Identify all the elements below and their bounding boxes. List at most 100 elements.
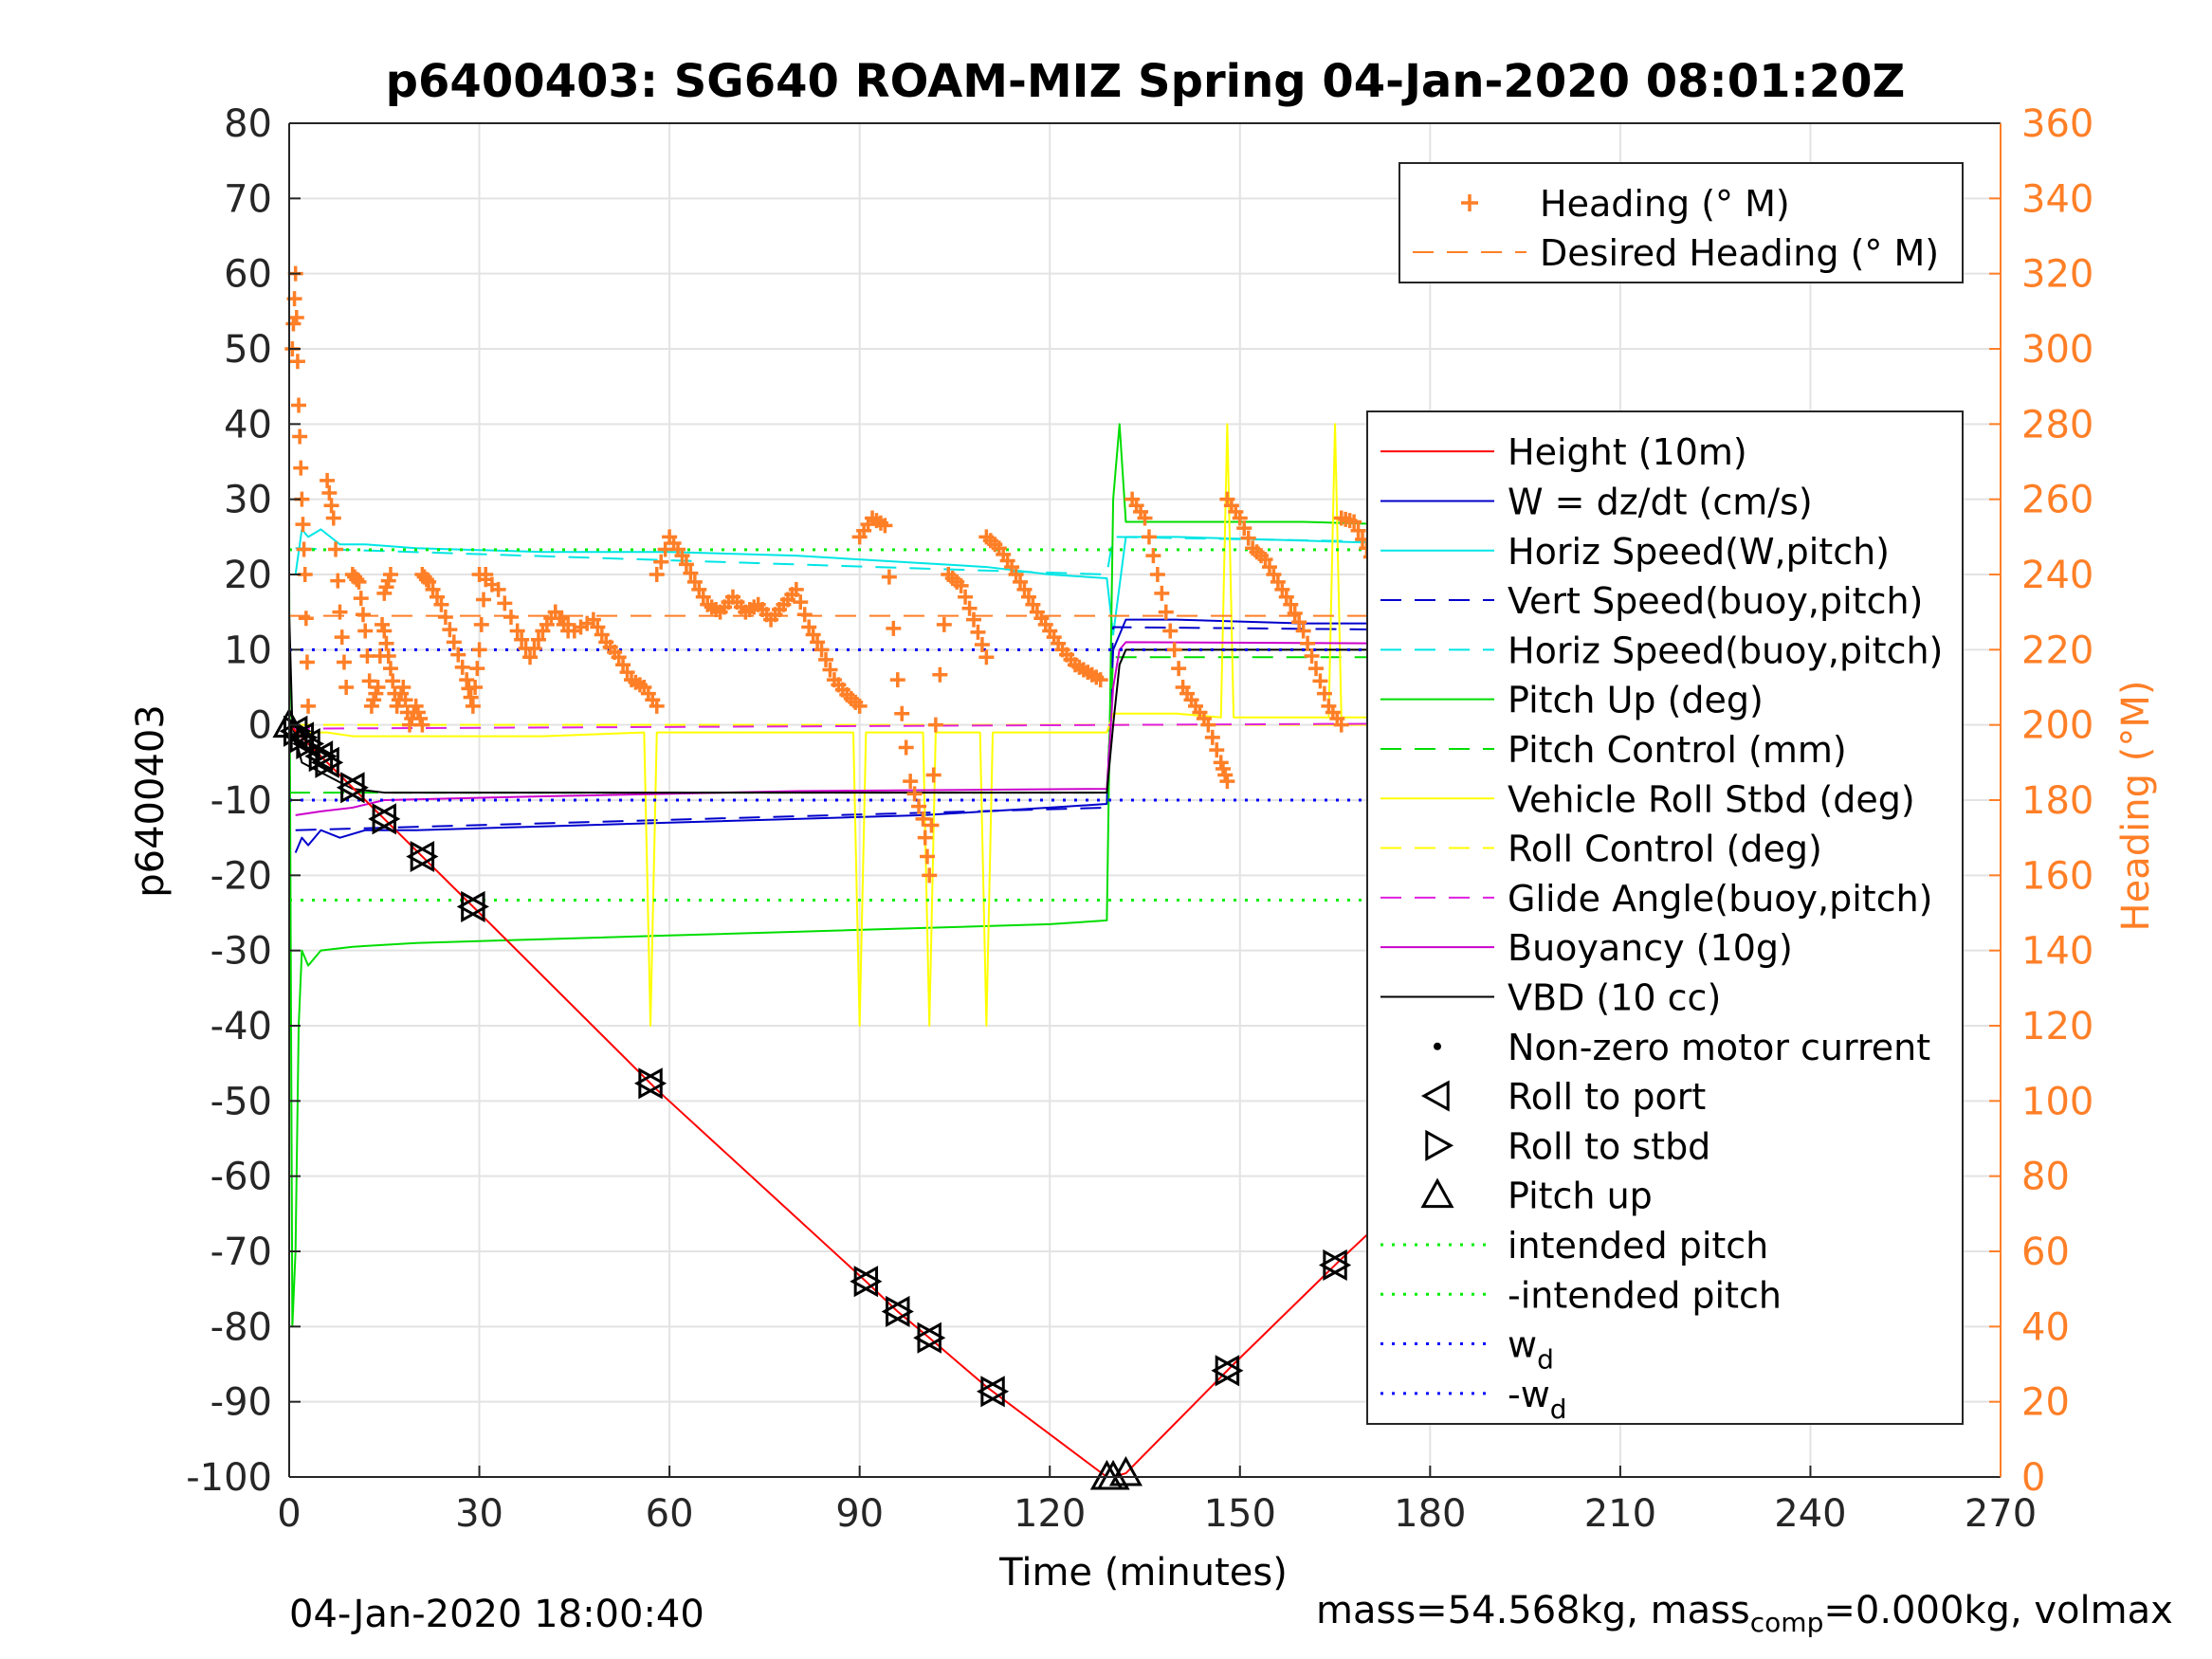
pitch-up-marker — [1108, 1455, 1143, 1486]
heading-point — [497, 595, 513, 611]
roll-stbd-marker — [980, 1376, 1010, 1408]
heading-point — [418, 572, 434, 588]
legend-label: Roll to stbd — [1508, 1125, 1710, 1167]
heading-point — [414, 717, 430, 733]
legend-label-text: Roll to stbd — [1508, 1125, 1710, 1167]
roll-stbd-marker — [886, 1295, 914, 1328]
y-right-tick-label: 280 — [2021, 403, 2093, 447]
heading-point — [323, 498, 339, 514]
legend-label-text: -w — [1508, 1374, 1550, 1415]
heading-point — [459, 672, 475, 688]
pitch-up-marker — [1096, 1459, 1130, 1490]
legend-label: wd — [1508, 1324, 1554, 1376]
heading-point — [291, 397, 307, 413]
footer-mass-text: mass=54.568kg, mass — [1316, 1589, 1750, 1632]
heading-point — [1145, 548, 1161, 564]
heading-point — [793, 594, 809, 611]
legend-entry: Heading (° M) — [1461, 183, 1790, 225]
legend-swatch — [1420, 1177, 1454, 1209]
legend-entry: Roll to port — [1420, 1076, 1706, 1118]
heading-point — [351, 574, 367, 590]
roll-stbd-marker — [1323, 1249, 1352, 1282]
heading-point — [970, 624, 986, 640]
legend-entry: intended pitch — [1380, 1225, 1768, 1267]
heading-point — [490, 581, 506, 597]
plot-area — [272, 265, 1954, 1490]
legend-entry: Vehicle Roll Stbd (deg) — [1380, 778, 1915, 820]
heading-point — [881, 569, 897, 585]
heading-point — [514, 631, 530, 647]
heading-point — [376, 623, 393, 639]
heading-point — [925, 767, 941, 783]
legend-label-text: W = dz/dt (cm/s) — [1508, 481, 1813, 522]
heading-point — [886, 620, 902, 636]
heading-point — [1158, 604, 1174, 620]
y-tick-label: -20 — [210, 854, 272, 898]
y-tick-label: 20 — [224, 554, 272, 597]
y-axis-right-label: Heading (°M) — [2114, 681, 2158, 932]
y-right-tick-label: 0 — [2021, 1456, 2045, 1500]
heading-point — [877, 518, 893, 534]
series-buoyancy-10g- — [295, 641, 1950, 816]
y-right-tick-label: 80 — [2021, 1156, 2070, 1199]
heading-point — [911, 798, 927, 814]
heading-point — [889, 672, 905, 688]
heading-point — [355, 607, 371, 623]
y-right-tick-label: 60 — [2021, 1231, 2070, 1274]
roll-stbd-marker — [638, 1067, 667, 1100]
legend-label: intended pitch — [1508, 1225, 1768, 1267]
legend-label-text: Heading (° M) — [1540, 183, 1790, 225]
heading-point — [851, 698, 868, 714]
heading-point — [465, 698, 481, 714]
heading-point — [382, 661, 398, 677]
x-tick-label: 210 — [1584, 1492, 1656, 1536]
heading-point — [1204, 729, 1220, 745]
heading-point — [378, 635, 394, 651]
heading-point — [978, 649, 995, 665]
legend-swatch — [1461, 194, 1478, 211]
heading-point — [509, 623, 525, 639]
y-tick-label: -50 — [210, 1080, 272, 1123]
y-right-tick-label: 220 — [2021, 629, 2093, 672]
legend-label: Vehicle Roll Stbd (deg) — [1508, 778, 1915, 820]
heading-point — [359, 647, 375, 664]
legend-label: -wd — [1508, 1374, 1567, 1425]
legend-label-sub: d — [1537, 1344, 1554, 1376]
heading-point — [467, 680, 484, 695]
heading-point — [433, 596, 449, 612]
heading-point — [1312, 673, 1328, 689]
heading-point — [395, 680, 411, 695]
roll-stbd-marker — [410, 840, 439, 873]
legend-label-text: Roll Control (deg) — [1508, 829, 1822, 870]
heading-point — [818, 651, 834, 667]
roll-stbd-marker — [372, 803, 401, 835]
footer-mass-tail: =0.000kg, volmax — [1823, 1589, 2173, 1632]
heading-point — [473, 616, 489, 632]
heading-point — [522, 649, 539, 665]
legend-entry: Roll Control (deg) — [1380, 829, 1822, 870]
heading-point — [370, 680, 386, 695]
legend-label: Pitch Up (deg) — [1508, 680, 1764, 721]
legend-label: Glide Angle(buoy,pitch) — [1508, 878, 1933, 920]
y-right-tick-label: 340 — [2021, 177, 2093, 221]
y-tick-label: -100 — [186, 1456, 272, 1500]
roll-stbd-marker — [917, 1322, 946, 1354]
heading-point — [906, 786, 923, 802]
legend-label: W = dz/dt (cm/s) — [1508, 481, 1813, 522]
y-tick-label: -70 — [210, 1231, 272, 1274]
heading-point — [530, 631, 546, 647]
legend-label-text: Pitch Up (deg) — [1508, 680, 1764, 721]
legend-label: Vert Speed(buoy,pitch) — [1508, 580, 1923, 622]
heading-point — [1166, 642, 1182, 658]
footer-timestamp: 04-Jan-2020 18:00:40 — [289, 1593, 704, 1636]
heading-point — [1316, 685, 1332, 702]
legend-entry: Pitch Control (mm) — [1380, 729, 1847, 771]
legend-label: Horiz Speed(W,pitch) — [1508, 531, 1890, 573]
heading-point — [1171, 661, 1187, 677]
legend-entry: Roll to stbd — [1425, 1125, 1710, 1167]
legend-entry: Pitch up — [1420, 1176, 1653, 1217]
legend-entry: wd — [1380, 1324, 1554, 1376]
heading-point — [1236, 520, 1252, 537]
heading-point — [349, 572, 365, 588]
legend-label: Pitch up — [1508, 1176, 1653, 1217]
